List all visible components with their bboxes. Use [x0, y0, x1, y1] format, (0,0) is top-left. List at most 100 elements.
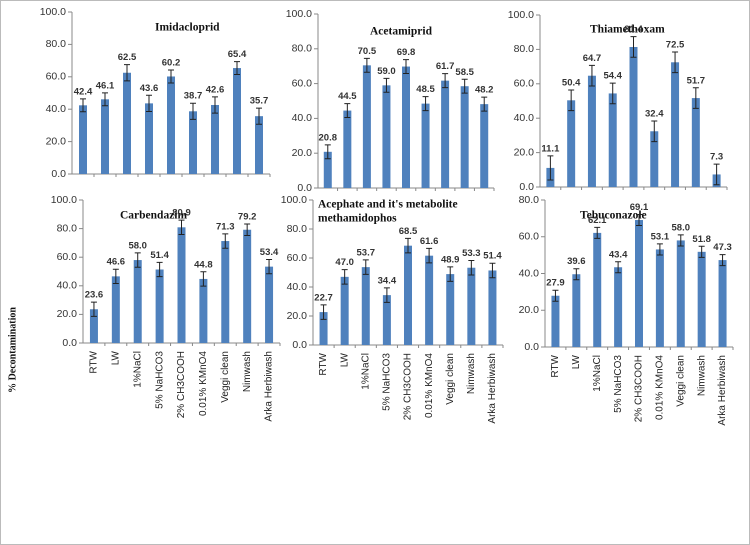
bar [402, 66, 410, 188]
error-bar [341, 269, 348, 285]
chart-title: Imidacloprid [155, 22, 220, 34]
bar [441, 80, 450, 188]
data-label: 53.7 [357, 247, 376, 258]
data-label: 46.1 [96, 80, 115, 91]
bar [382, 295, 391, 345]
error-bar [256, 107, 262, 125]
error-bar [692, 87, 699, 109]
bar [446, 274, 455, 345]
y-tick-label: 40.0 [292, 112, 313, 124]
data-label: 35.7 [250, 96, 269, 107]
bar [697, 251, 706, 347]
x-tick-label: 5% NaHCO3 [382, 353, 393, 411]
data-label: 58.5 [455, 67, 474, 78]
data-label: 58.0 [128, 240, 147, 251]
data-label: 65.4 [228, 49, 247, 60]
chart-title: Carbendazim [120, 210, 188, 222]
x-tick-label: Veggi clean [220, 351, 231, 403]
x-tick-label: 0.01% KMnO4 [655, 355, 666, 420]
bar [361, 267, 370, 345]
data-label: 61.7 [436, 61, 455, 72]
y-tick-label: 20.0 [287, 310, 308, 322]
bar [629, 46, 638, 187]
y-tick-label: 0.0 [297, 182, 312, 194]
y-tick-label: 60.0 [287, 252, 308, 264]
bar [421, 103, 430, 188]
data-label: 27.9 [546, 278, 565, 289]
data-label: 23.6 [85, 290, 104, 301]
error-bar [190, 102, 196, 120]
bar [467, 267, 476, 345]
x-tick-label: RTW [550, 354, 561, 377]
error-bar [468, 259, 475, 276]
data-label: 80.9 [172, 208, 191, 219]
y-tick-label: 0.0 [524, 341, 539, 353]
bar [101, 99, 109, 174]
data-label: 72.5 [666, 39, 685, 50]
chart-title: Acephate and it's metabolite [318, 199, 458, 211]
error-bar [146, 94, 152, 112]
error-bar [573, 268, 580, 281]
error-bar [403, 59, 409, 75]
error-bar [80, 98, 86, 113]
data-label: 54.4 [603, 71, 622, 82]
bar [608, 93, 617, 187]
y-tick-label: 100.0 [508, 9, 534, 21]
y-tick-label: 20.0 [57, 308, 78, 320]
x-tick-label: 2% CH3COOH [176, 351, 187, 418]
y-tick-label: 20.0 [292, 147, 313, 159]
data-label: 50.4 [562, 78, 581, 89]
y-tick-label: 40.0 [519, 267, 540, 279]
data-label: 60.2 [162, 58, 181, 69]
bar [567, 100, 576, 187]
error-bar [90, 301, 97, 317]
data-label: 32.4 [645, 108, 664, 119]
bar [323, 151, 332, 188]
data-label: 70.5 [358, 46, 377, 57]
bar [167, 76, 175, 174]
data-label: 62.1 [588, 215, 607, 226]
data-label: 59.0 [377, 66, 396, 77]
data-label: 47.3 [713, 242, 732, 253]
error-bar [266, 258, 273, 275]
error-bar [594, 226, 601, 239]
error-bar [568, 89, 575, 112]
data-label: 48.2 [475, 85, 494, 96]
data-label: 53.4 [260, 247, 279, 258]
data-label: 11.1 [541, 143, 560, 154]
y-tick-label: 80.0 [46, 38, 67, 50]
x-tick-label: 5% NaHCO3 [154, 351, 165, 409]
data-label: 69.1 [630, 202, 649, 213]
error-bar [609, 82, 616, 105]
error-bar [461, 78, 468, 94]
chart-title: Acetamiprid [370, 26, 433, 38]
bar [718, 260, 727, 347]
bar [189, 111, 197, 174]
bar [133, 260, 142, 343]
chart-title: Tebuconazole [580, 210, 647, 222]
x-tick-label: 1%NaCl [592, 355, 603, 392]
data-label: 42.4 [74, 86, 93, 97]
data-label: 71.3 [216, 221, 235, 232]
bar [319, 312, 328, 345]
data-label: 7.3 [710, 152, 723, 163]
error-bar [363, 57, 370, 73]
data-label: 43.6 [140, 83, 159, 94]
data-label: 20.8 [319, 132, 338, 143]
bar [343, 110, 352, 188]
error-bar [200, 271, 207, 287]
bar [340, 276, 349, 345]
data-label: 46.6 [107, 257, 126, 268]
bar [425, 255, 434, 345]
bar [572, 274, 581, 347]
error-bar [422, 96, 429, 112]
x-tick-label: 2% CH3COOH [634, 355, 645, 422]
error-bar [168, 69, 174, 84]
data-label: 61.6 [420, 236, 439, 247]
y-tick-label: 0.0 [292, 339, 307, 351]
y-axis-label: % Decontamination [7, 307, 18, 393]
bar [243, 229, 252, 343]
error-bar [134, 252, 141, 268]
y-tick-label: 100.0 [51, 194, 77, 206]
